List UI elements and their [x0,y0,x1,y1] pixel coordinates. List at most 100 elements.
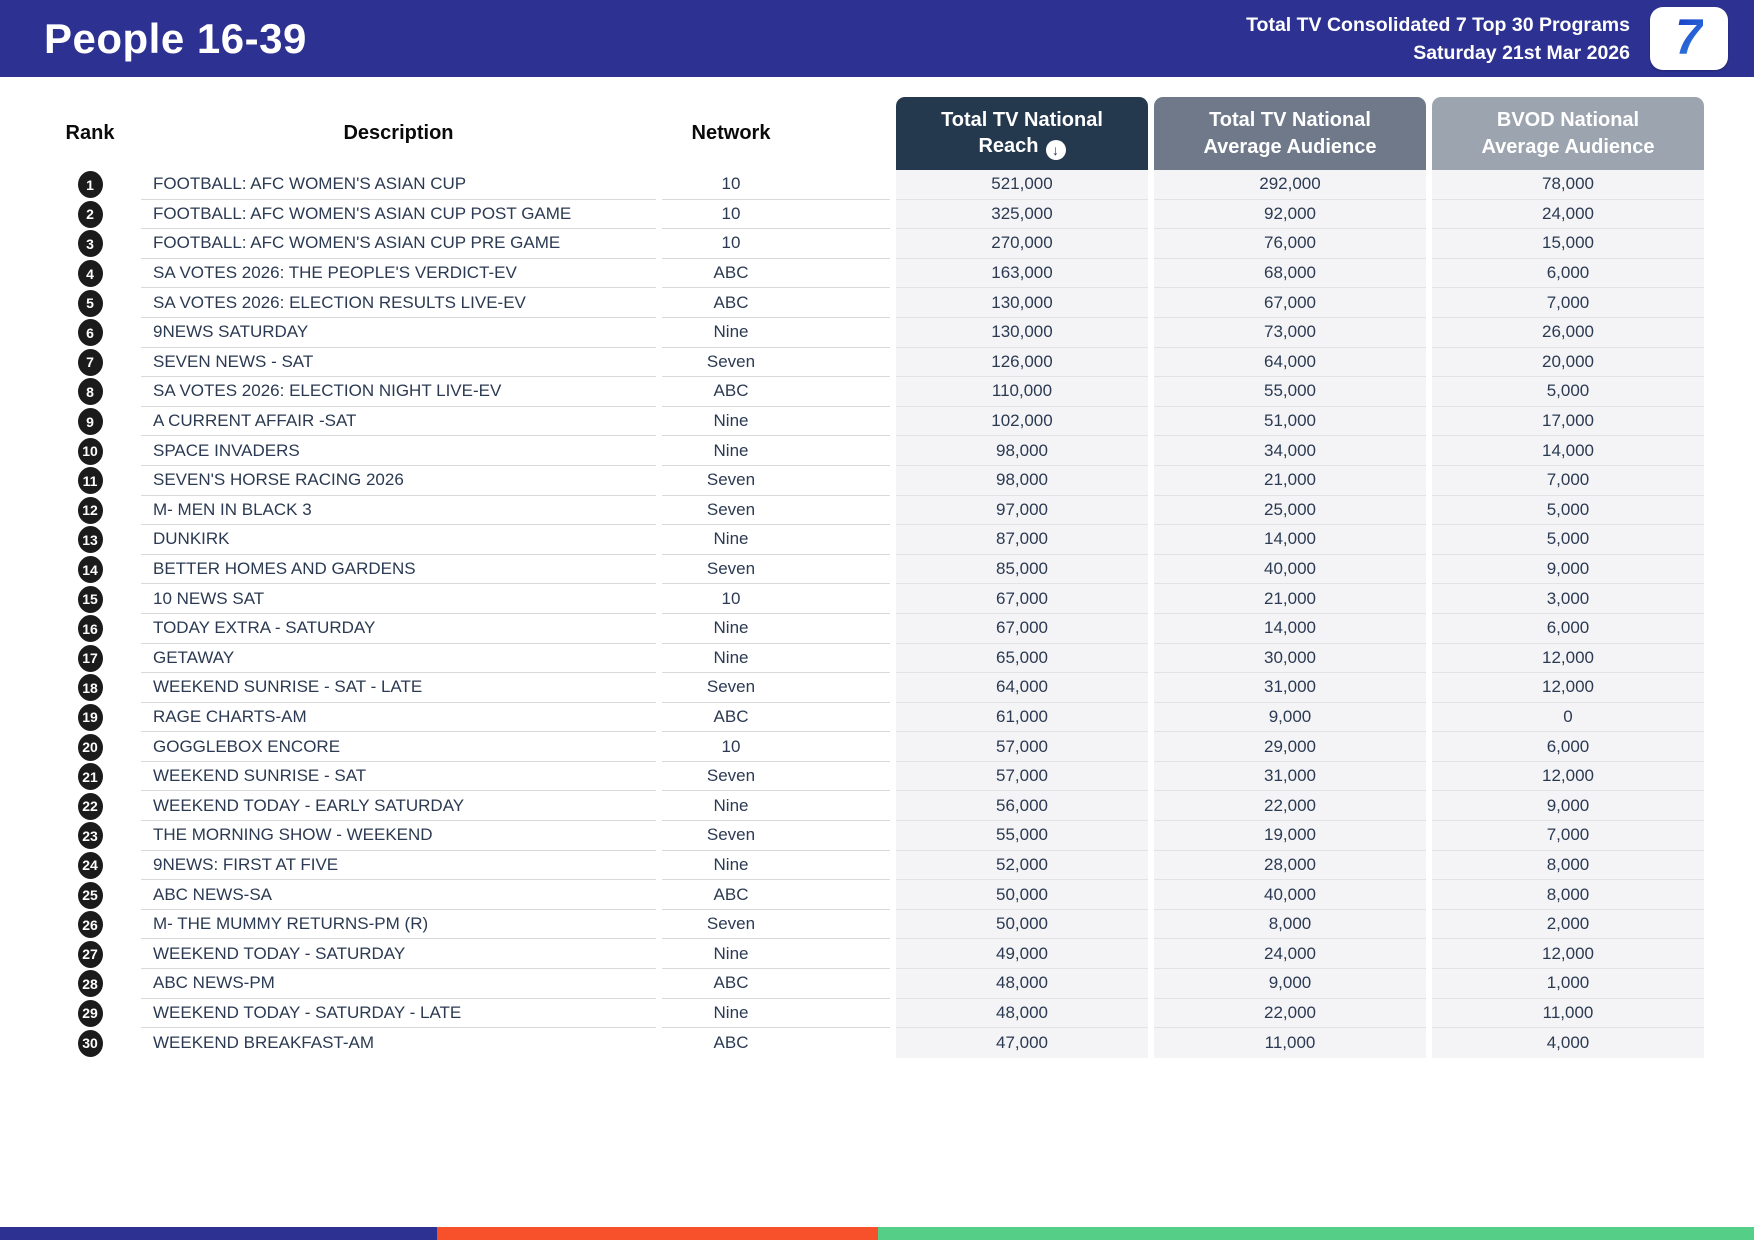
avg-audience-value: 64,000 [1154,347,1426,378]
bvod-avg-audience-value: 15,000 [1432,229,1704,259]
network-value: 10 [662,584,890,614]
rank-badge: 2 [77,200,103,228]
bvod-avg-audience-value: 7,000 [1432,288,1704,318]
report-header: People 16-39 Total TV Consolidated 7 Top… [0,0,1754,77]
rank-badge: 23 [77,822,103,850]
avg-audience-value: 68,000 [1154,258,1426,289]
bvod-avg-audience-value: 14,000 [1432,436,1704,466]
bvod-avg-audience-value: 0 [1432,702,1704,733]
bvod-avg-audience-value: 7,000 [1432,821,1704,851]
avg-audience-value: 31,000 [1154,761,1426,792]
bvod-avg-audience-value: 12,000 [1432,643,1704,674]
report-subtitle-line1: Total TV Consolidated 7 Top 30 Programs [1246,14,1630,36]
rank-cell: 15 [45,584,135,614]
avg-audience-value: 55,000 [1154,377,1426,407]
reach-value: 163,000 [896,258,1148,289]
reach-value: 50,000 [896,909,1148,940]
network-value: ABC [662,377,890,407]
rank-badge: 1 [77,171,103,199]
avg-audience-value: 29,000 [1154,732,1426,762]
bvod-avg-audience-value: 8,000 [1432,880,1704,910]
reach-value: 48,000 [896,969,1148,999]
network-value: Seven [662,910,890,940]
network-value: ABC [662,288,890,318]
network-value: Seven [662,673,890,703]
rank-cell: 11 [45,466,135,496]
column-header-description: Description [343,122,454,144]
program-description: WEEKEND TODAY - SATURDAY [141,939,656,970]
column-header-total-tv-national-average-audience[interactable]: Total TV National Average Audience [1154,97,1426,170]
rank-cell: 6 [45,318,135,348]
avg-audience-value: 19,000 [1154,821,1426,851]
program-description: BETTER HOMES AND GARDENS [141,555,656,585]
reach-value: 325,000 [896,199,1148,230]
network-value: Nine [662,436,890,466]
reach-value: 110,000 [896,377,1148,407]
network-value: Nine [662,407,890,437]
sort-descending-icon: ↓ [1045,140,1066,161]
bvod-avg-audience-value: 4,000 [1432,1028,1704,1058]
bvod-avg-audience-value: 7,000 [1432,465,1704,496]
rank-badge: 21 [77,763,103,791]
rank-cell: 17 [45,644,135,674]
avg-audience-value: 40,000 [1154,554,1426,585]
footer-segment-blue [0,1227,437,1240]
bvod-avg-audience-value: 78,000 [1432,170,1704,200]
reach-value: 64,000 [896,673,1148,703]
program-description: M- MEN IN BLACK 3 [141,496,656,526]
rank-cell: 22 [45,791,135,821]
rank-cell: 5 [45,288,135,318]
network-value: Seven [662,348,890,378]
bvod-avg-audience-value: 12,000 [1432,761,1704,792]
avg-audience-value: 11,000 [1154,1028,1426,1058]
avg-audience-value: 31,000 [1154,673,1426,703]
network-value: Seven [662,762,890,792]
program-description: SPACE INVADERS [141,436,656,466]
reach-value: 48,000 [896,998,1148,1029]
avg-audience-value: 8,000 [1154,909,1426,940]
report-subtitle-line2: Saturday 21st Mar 2026 [1413,42,1630,64]
rank-badge: 19 [77,703,103,731]
rank-cell: 16 [45,614,135,644]
rank-badge: 22 [77,792,103,820]
bvod-avg-audience-value: 2,000 [1432,909,1704,940]
seven-logo-glyph: 7 [1675,8,1703,65]
program-description: WEEKEND SUNRISE - SAT - LATE [141,673,656,703]
program-description: ABC NEWS-SA [141,880,656,910]
avg-audience-value: 34,000 [1154,436,1426,466]
program-description: SEVEN NEWS - SAT [141,348,656,378]
rank-cell: 7 [45,348,135,378]
program-description: DUNKIRK [141,525,656,555]
network-value: 10 [662,732,890,762]
footer-color-bar [0,1227,1754,1240]
rank-badge: 7 [77,348,103,376]
program-description: TODAY EXTRA - SATURDAY [141,614,656,644]
rank-badge: 15 [77,585,103,613]
column-header-bvod-national-average-audience[interactable]: BVOD National Average Audience [1432,97,1704,170]
rank-cell: 2 [45,200,135,230]
rank-badge: 10 [77,437,103,465]
rank-cell: 8 [45,377,135,407]
bvod-avg-audience-value: 5,000 [1432,377,1704,407]
rank-cell: 30 [45,1028,135,1058]
avg-audience-value: 9,000 [1154,702,1426,733]
network-value: 10 [662,170,890,200]
rank-badge: 11 [77,467,103,495]
bvod-avg-audience-value: 5,000 [1432,495,1704,526]
report-subtitle: Total TV Consolidated 7 Top 30 Programs … [1246,11,1630,67]
reach-value: 56,000 [896,791,1148,822]
rank-badge: 26 [77,911,103,939]
reach-value: 87,000 [896,525,1148,555]
bvod-avg-audience-value: 11,000 [1432,998,1704,1029]
program-description: SA VOTES 2026: ELECTION NIGHT LIVE-EV [141,377,656,407]
column-header-total-tv-national-reach[interactable]: Total TV National Reach ↓ [896,97,1148,170]
rank-cell: 9 [45,407,135,437]
network-value: 10 [662,200,890,230]
rank-badge: 29 [77,999,103,1027]
rank-cell: 13 [45,525,135,555]
avg-audience-value: 22,000 [1154,998,1426,1029]
program-description: ABC NEWS-PM [141,969,656,999]
reach-value: 49,000 [896,939,1148,970]
avg-audience-value: 67,000 [1154,288,1426,318]
rank-badge: 9 [77,408,103,436]
